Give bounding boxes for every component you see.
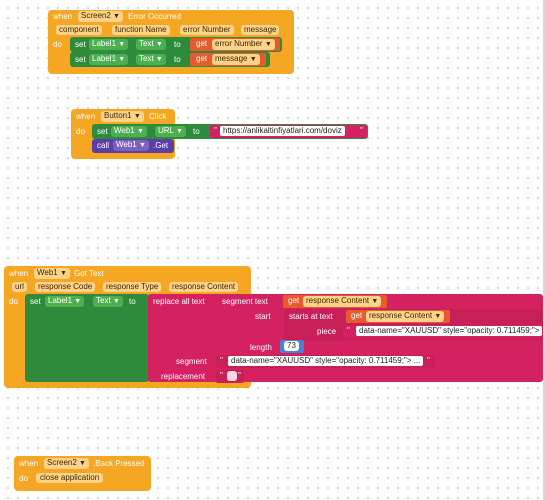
event-name-label: Click [149, 112, 167, 121]
error-number-dropdown[interactable]: error Number ▼ [212, 39, 275, 50]
length-label: length [250, 343, 272, 352]
param-response-type[interactable]: response Type [103, 282, 162, 292]
open-quote: " [347, 326, 350, 335]
event-name-label: .Back Pressed [93, 459, 145, 468]
event-name-label: Error Occurred [128, 12, 181, 21]
open-quote: " [220, 371, 223, 380]
do-label: do [19, 474, 28, 483]
web1-call-dropdown[interactable]: Web1 ▼ [113, 140, 149, 151]
response-content-dropdown[interactable]: response Content ▼ [366, 311, 445, 322]
param-function-name[interactable]: function Name [112, 25, 170, 35]
get-label: get [288, 296, 300, 305]
set-label: set [97, 127, 108, 136]
to-label: to [174, 40, 181, 49]
set-label: set [30, 297, 41, 306]
segment-text-field[interactable]: data-name="XAUUSD" style="opacity: 0.711… [228, 356, 424, 366]
close-quote: " [238, 371, 241, 380]
piece-text-field[interactable]: data-name="XAUUSD" style="opacity: 0.711… [356, 326, 543, 336]
web1-dropdown[interactable]: Web1 ▼ [34, 268, 70, 279]
call-label: call [97, 141, 110, 150]
workspace-scrollbar[interactable] [543, 0, 545, 500]
event-name-label: Got Text [74, 269, 104, 278]
replacement-label: replacement [161, 372, 206, 381]
to-label: to [193, 127, 200, 136]
set-label: set [75, 40, 86, 49]
close-quote: " [360, 126, 363, 135]
get-label: get [196, 54, 208, 63]
url-property-dropdown[interactable]: URL ▼ [155, 126, 186, 137]
get-label: get [351, 311, 363, 320]
do-label: do [53, 40, 62, 49]
get-method-label: .Get [153, 141, 169, 150]
screen2-dropdown[interactable]: Screen2 ▼ [78, 11, 123, 22]
open-quote: " [214, 126, 217, 135]
param-response-code[interactable]: response Code [35, 282, 96, 292]
label1-dropdown[interactable]: Label1 ▼ [89, 39, 129, 50]
button1-dropdown[interactable]: Button1 ▼ [101, 111, 144, 122]
text-property-dropdown[interactable]: Text ▼ [93, 296, 123, 307]
piece-label: piece [317, 327, 337, 336]
param-response-content[interactable]: response Content [169, 282, 239, 292]
close-application-block[interactable]: close application [36, 473, 104, 483]
start-label: start [255, 312, 271, 321]
length-number-field[interactable]: 73 [284, 341, 299, 351]
param-component[interactable]: component [56, 25, 102, 35]
segment-label: segment [176, 357, 207, 366]
message-dropdown[interactable]: message ▼ [212, 54, 260, 65]
replace-all-label: replace all text [153, 297, 205, 306]
response-content-dropdown[interactable]: response Content ▼ [303, 296, 382, 307]
when-label: when [19, 459, 39, 468]
web1-dropdown[interactable]: Web1 ▼ [111, 126, 147, 137]
url-text-field[interactable]: https://anlikaltinfiyatlari.com/doviz [220, 126, 345, 136]
open-quote: " [220, 356, 223, 365]
label1-dropdown[interactable]: Label1 ▼ [45, 296, 85, 307]
param-url[interactable]: url [12, 282, 27, 292]
set-label1-text-block[interactable] [25, 294, 149, 382]
param-error-number[interactable]: error Number [180, 25, 234, 35]
text-property-dropdown[interactable]: Text ▼ [136, 54, 166, 65]
when-label: when [9, 269, 29, 278]
param-message[interactable]: message [241, 25, 280, 35]
to-label: to [174, 55, 181, 64]
when-label: when [53, 12, 73, 21]
starts-at-label: starts at text [289, 312, 333, 321]
get-label: get [196, 39, 208, 48]
replacement-empty-field[interactable] [227, 371, 237, 381]
when-label: when [76, 112, 96, 121]
do-label: do [76, 127, 85, 136]
screen2-dropdown[interactable]: Screen2 ▼ [44, 458, 89, 469]
do-label: do [9, 297, 18, 306]
set-label: set [75, 55, 86, 64]
to-label: to [129, 297, 136, 306]
close-quote: " [427, 356, 430, 365]
segment-text-label: segment text [222, 297, 268, 306]
label1-dropdown[interactable]: Label1 ▼ [89, 54, 129, 65]
text-property-dropdown[interactable]: Text ▼ [136, 39, 166, 50]
